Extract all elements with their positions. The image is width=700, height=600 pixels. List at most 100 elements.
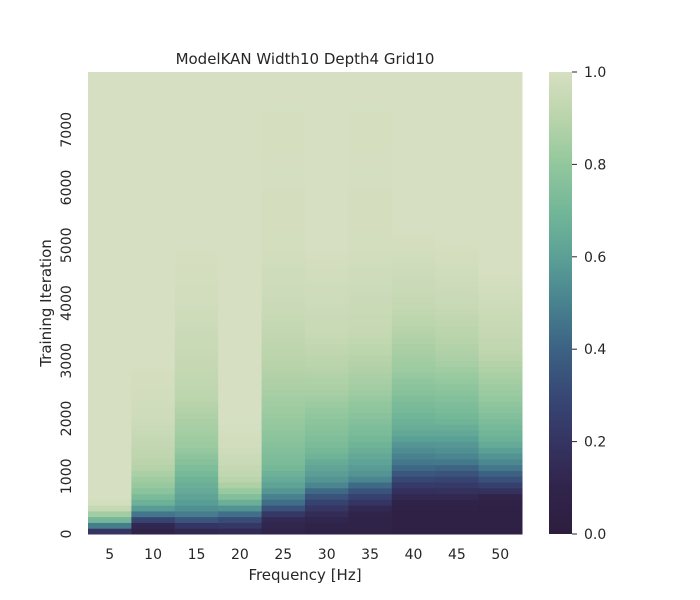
heatmap-cell: [174, 424, 219, 431]
x-axis-title: Frequency [Hz]: [248, 566, 361, 584]
heatmap-cell: [478, 378, 523, 385]
heatmap-cell: [218, 141, 263, 148]
heatmap-cell: [218, 476, 263, 483]
heatmap-cell: [218, 279, 263, 287]
heatmap-cell: [174, 499, 219, 506]
y-tick-label: 3000: [59, 343, 75, 379]
heatmap-cell: [478, 314, 523, 321]
heatmap-cell: [174, 112, 219, 119]
heatmap-cell: [261, 227, 306, 235]
heatmap-cell: [348, 516, 393, 523]
heatmap-cell: [435, 406, 480, 414]
heatmap-cell: [88, 412, 132, 420]
heatmap-cell: [305, 360, 349, 368]
heatmap-cell: [348, 268, 393, 275]
heatmap-cell: [218, 331, 263, 339]
heatmap-cell: [261, 453, 306, 460]
heatmap-cell: [348, 464, 393, 471]
heatmap-cell: [478, 389, 523, 396]
heatmap-cell: [131, 528, 176, 535]
heatmap-cell: [261, 95, 306, 102]
heatmap-cell: [391, 95, 436, 102]
heatmap-cell: [174, 274, 219, 281]
heatmap-cell: [88, 210, 132, 217]
heatmap-cell: [478, 470, 523, 477]
heatmap-cell: [391, 256, 436, 264]
heatmap-cell: [435, 245, 480, 252]
heatmap-cell: [305, 274, 349, 281]
heatmap-cell: [174, 493, 219, 500]
heatmap-cell: [131, 447, 176, 454]
heatmap-cell: [218, 447, 263, 454]
heatmap-cell: [305, 123, 349, 131]
heatmap-cell: [174, 227, 219, 235]
heatmap-cell: [391, 476, 436, 483]
heatmap-cell: [305, 175, 349, 183]
heatmap-cell: [391, 175, 436, 183]
heatmap-cell: [131, 72, 176, 79]
heatmap-cell: [391, 274, 436, 281]
heatmap-cell: [218, 516, 263, 523]
heatmap-cell: [174, 308, 219, 316]
heatmap-cell: [261, 412, 306, 420]
heatmap-cell: [174, 372, 219, 379]
heatmap-cell: [478, 106, 523, 113]
heatmap-cell: [131, 493, 176, 500]
heatmap-cell: [391, 470, 436, 477]
heatmap-cell: [218, 147, 263, 154]
heatmap-cell: [478, 123, 523, 131]
heatmap-cell: [305, 418, 349, 425]
heatmap-cell: [218, 164, 263, 171]
heatmap-cell: [305, 470, 349, 477]
heatmap-cell: [218, 222, 263, 229]
heatmap-cell: [88, 493, 132, 500]
heatmap-cell: [88, 308, 132, 316]
heatmap-cell: [88, 118, 132, 125]
heatmap-cell: [131, 308, 176, 316]
heatmap-cell: [305, 262, 349, 269]
heatmap-cell: [305, 435, 349, 443]
heatmap-cell: [88, 366, 132, 373]
heatmap-cell: [435, 83, 480, 90]
heatmap-cell: [131, 406, 176, 414]
heatmap-cell: [348, 412, 393, 420]
x-tick-label: 25: [274, 547, 292, 563]
heatmap-cell: [174, 118, 219, 125]
heatmap-cell: [391, 505, 436, 512]
heatmap-cell: [305, 487, 349, 495]
heatmap-cell: [88, 320, 132, 327]
heatmap-cell: [131, 291, 176, 298]
heatmap-cell: [174, 389, 219, 396]
heatmap-cell: [261, 320, 306, 327]
heatmap-cell: [131, 152, 176, 160]
heatmap-cell: [218, 297, 263, 304]
heatmap-cell: [261, 83, 306, 90]
heatmap-cell: [348, 210, 393, 217]
heatmap-cell: [348, 395, 393, 402]
heatmap-cell: [218, 435, 263, 443]
heatmap-cell: [131, 129, 176, 137]
heatmap-cell: [131, 158, 176, 165]
heatmap-cell: [131, 366, 176, 373]
heatmap-cell: [435, 251, 480, 258]
heatmap-cell: [88, 331, 132, 339]
heatmap-cell: [391, 510, 436, 518]
colorbar-tick-label: 0.0: [584, 527, 606, 543]
heatmap-cell: [435, 274, 480, 281]
heatmap-cell: [348, 326, 393, 333]
heatmap-cell: [305, 239, 349, 246]
heatmap-cell: [261, 129, 306, 137]
heatmap-cell: [218, 406, 263, 414]
heatmap-cell: [174, 193, 219, 200]
heatmap-cell: [478, 424, 523, 431]
heatmap-cell: [435, 187, 480, 194]
heatmap-cell: [478, 204, 523, 212]
heatmap-cell: [478, 158, 523, 165]
heatmap-cell: [174, 291, 219, 298]
heatmap-cell: [131, 360, 176, 368]
heatmap-cell: [305, 482, 349, 489]
heatmap-cell: [131, 123, 176, 131]
heatmap-cell: [261, 303, 306, 310]
heatmap-cell: [131, 95, 176, 102]
heatmap-cell: [88, 326, 132, 333]
